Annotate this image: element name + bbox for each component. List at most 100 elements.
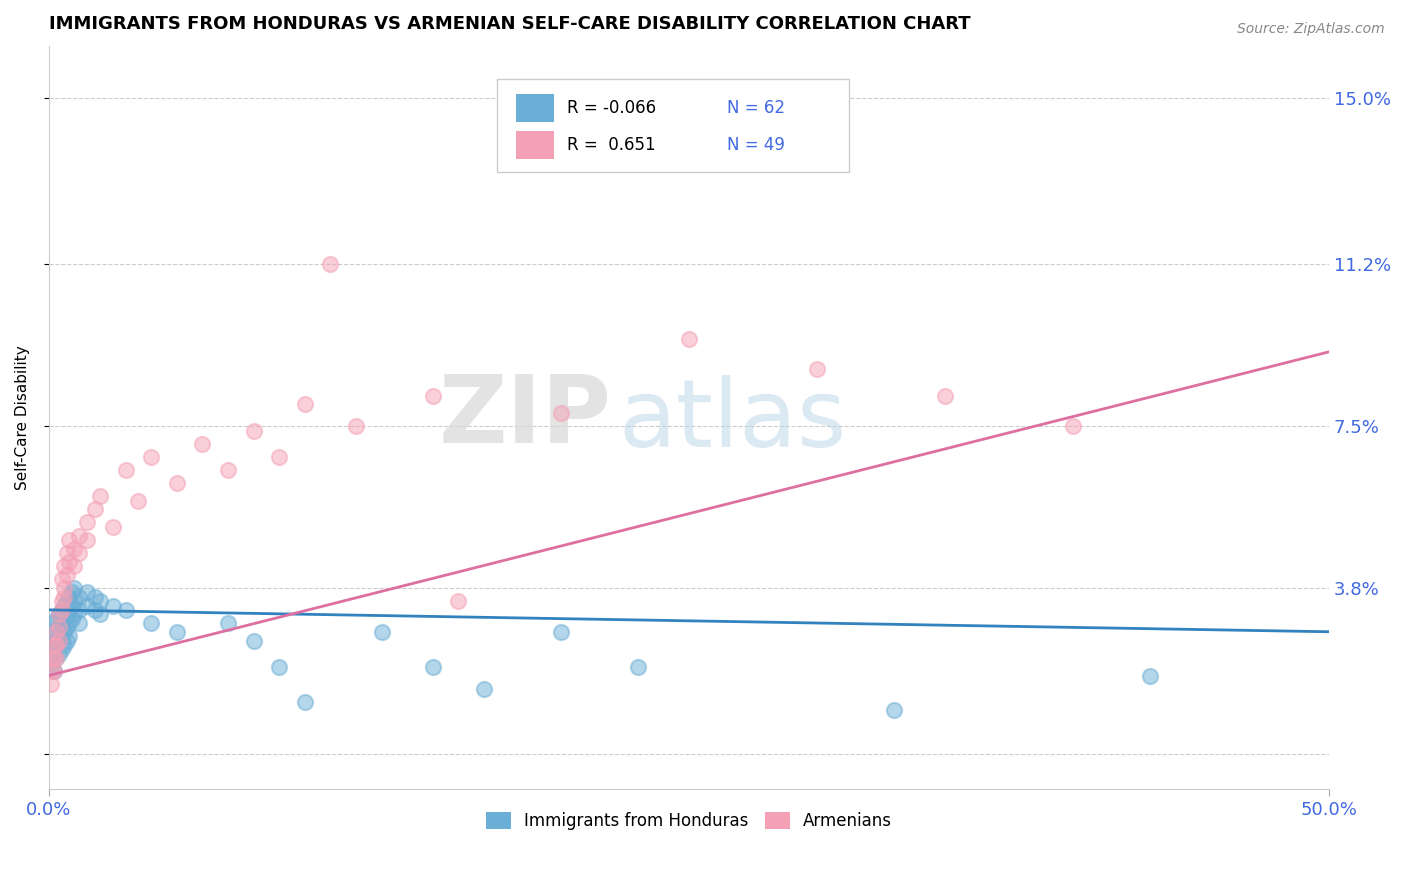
Point bbox=[217, 615, 239, 630]
Point bbox=[60, 585, 83, 599]
Point bbox=[76, 516, 98, 530]
Point bbox=[114, 463, 136, 477]
Point bbox=[42, 651, 65, 665]
Point bbox=[63, 581, 86, 595]
FancyBboxPatch shape bbox=[516, 94, 554, 122]
Point bbox=[69, 590, 91, 604]
Point bbox=[76, 533, 98, 547]
Point bbox=[53, 612, 76, 626]
Point bbox=[69, 603, 91, 617]
Point bbox=[89, 489, 111, 503]
Point bbox=[55, 594, 77, 608]
Point bbox=[42, 647, 65, 661]
Point bbox=[45, 624, 67, 639]
Point bbox=[83, 603, 105, 617]
Point bbox=[58, 555, 80, 569]
Point bbox=[58, 629, 80, 643]
Point bbox=[51, 603, 73, 617]
Point bbox=[101, 599, 124, 613]
Point bbox=[472, 681, 495, 696]
Point bbox=[58, 590, 80, 604]
Point bbox=[806, 362, 828, 376]
Point bbox=[101, 520, 124, 534]
Text: R = -0.066: R = -0.066 bbox=[567, 99, 657, 117]
Point bbox=[51, 594, 73, 608]
Point bbox=[39, 638, 62, 652]
Point bbox=[48, 607, 70, 622]
Point bbox=[63, 607, 86, 622]
Point bbox=[48, 633, 70, 648]
Point bbox=[45, 612, 67, 626]
Point bbox=[42, 638, 65, 652]
Point bbox=[55, 607, 77, 622]
Point bbox=[55, 546, 77, 560]
Point bbox=[53, 638, 76, 652]
Point bbox=[51, 572, 73, 586]
Point bbox=[89, 607, 111, 622]
Point bbox=[678, 332, 700, 346]
Point bbox=[69, 528, 91, 542]
Point bbox=[1139, 668, 1161, 682]
Point bbox=[191, 436, 214, 450]
Point bbox=[58, 615, 80, 630]
FancyBboxPatch shape bbox=[516, 131, 554, 160]
Point bbox=[422, 388, 444, 402]
Point bbox=[166, 624, 188, 639]
Point bbox=[550, 624, 572, 639]
Point bbox=[344, 419, 367, 434]
Point bbox=[370, 624, 392, 639]
Point bbox=[69, 546, 91, 560]
Legend: Immigrants from Honduras, Armenians: Immigrants from Honduras, Armenians bbox=[479, 805, 898, 837]
Y-axis label: Self-Care Disability: Self-Care Disability bbox=[15, 345, 30, 490]
Point bbox=[141, 450, 163, 464]
Point bbox=[48, 647, 70, 661]
Point bbox=[51, 603, 73, 617]
Point bbox=[42, 633, 65, 648]
Point bbox=[48, 620, 70, 634]
Point bbox=[51, 629, 73, 643]
Point bbox=[58, 603, 80, 617]
Point bbox=[39, 664, 62, 678]
Point bbox=[217, 463, 239, 477]
Point bbox=[48, 620, 70, 634]
Point bbox=[934, 388, 956, 402]
Point bbox=[48, 633, 70, 648]
Point bbox=[45, 651, 67, 665]
Point bbox=[69, 615, 91, 630]
Point bbox=[1062, 419, 1084, 434]
Point bbox=[53, 599, 76, 613]
Text: N = 49: N = 49 bbox=[727, 136, 785, 154]
Point bbox=[53, 590, 76, 604]
Text: R =  0.651: R = 0.651 bbox=[567, 136, 655, 154]
Text: IMMIGRANTS FROM HONDURAS VS ARMENIAN SELF-CARE DISABILITY CORRELATION CHART: IMMIGRANTS FROM HONDURAS VS ARMENIAN SEL… bbox=[49, 15, 970, 33]
Point bbox=[550, 406, 572, 420]
Text: Source: ZipAtlas.com: Source: ZipAtlas.com bbox=[1237, 22, 1385, 37]
Point bbox=[141, 615, 163, 630]
Point bbox=[294, 397, 316, 411]
Point bbox=[63, 541, 86, 556]
Point bbox=[53, 581, 76, 595]
Point bbox=[58, 533, 80, 547]
Point bbox=[242, 424, 264, 438]
Point bbox=[114, 603, 136, 617]
Point bbox=[127, 493, 149, 508]
Point bbox=[53, 559, 76, 574]
Point bbox=[53, 624, 76, 639]
Point bbox=[447, 594, 470, 608]
Point bbox=[422, 659, 444, 673]
Point bbox=[45, 651, 67, 665]
Point bbox=[42, 664, 65, 678]
Point bbox=[39, 677, 62, 691]
Point bbox=[76, 585, 98, 599]
Point bbox=[48, 607, 70, 622]
Point bbox=[39, 624, 62, 639]
Point bbox=[55, 568, 77, 582]
Point bbox=[319, 257, 342, 271]
Point bbox=[89, 594, 111, 608]
Point bbox=[39, 659, 62, 673]
Point bbox=[55, 620, 77, 634]
Point bbox=[60, 599, 83, 613]
Text: atlas: atlas bbox=[619, 376, 846, 467]
Point bbox=[39, 651, 62, 665]
Point bbox=[269, 450, 291, 464]
